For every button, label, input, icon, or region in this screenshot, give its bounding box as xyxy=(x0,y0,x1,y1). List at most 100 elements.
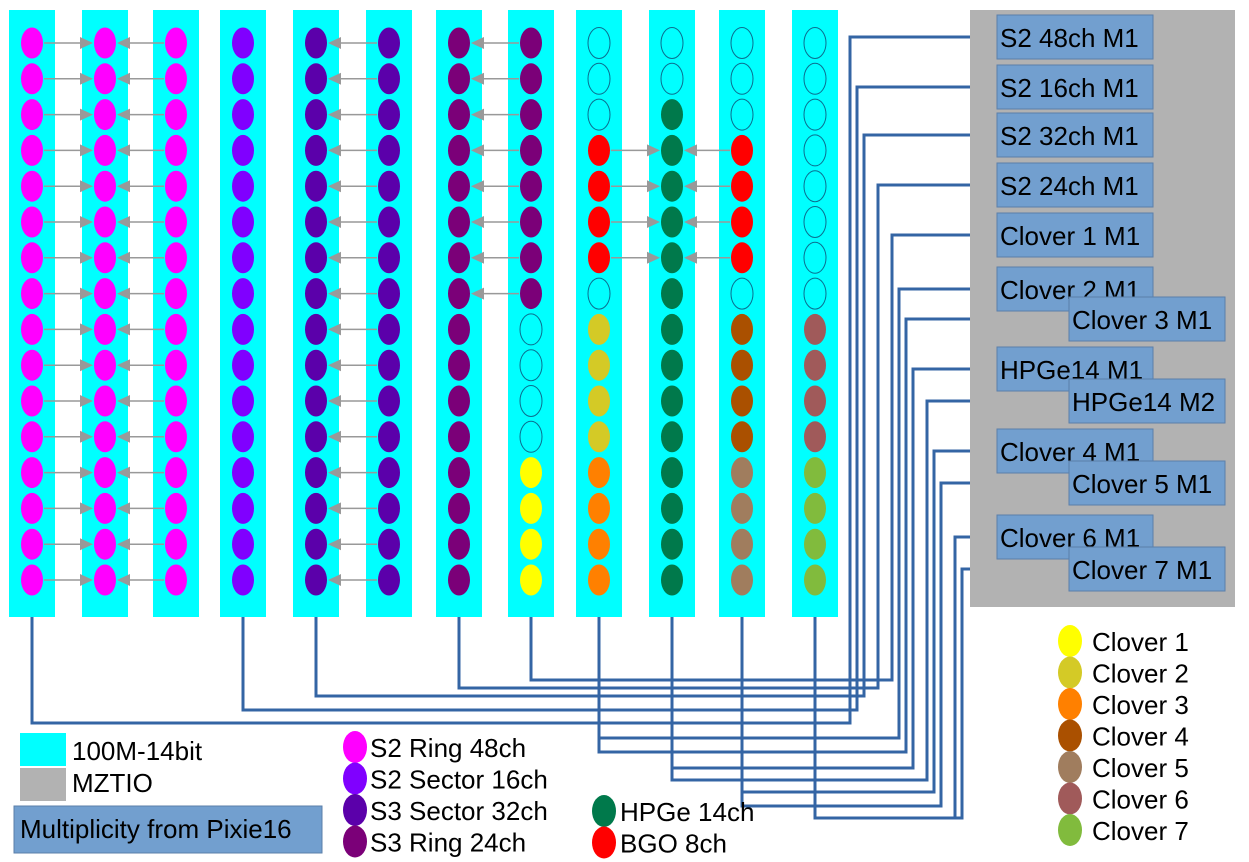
s3ring-channel xyxy=(448,170,470,202)
clover5-channel xyxy=(731,564,753,596)
clover4-channel xyxy=(731,421,753,453)
clover1-channel xyxy=(520,457,542,489)
s3sector-channel xyxy=(305,528,327,560)
arrow-head xyxy=(80,108,93,121)
s2ring-channel xyxy=(21,170,43,202)
arrow-head xyxy=(80,287,93,300)
empty-channel xyxy=(730,27,754,59)
arrow-head xyxy=(328,72,341,85)
s2ring-channel xyxy=(21,421,43,453)
s2ring-channel xyxy=(21,313,43,345)
empty-channel xyxy=(803,170,827,203)
clover2-channel xyxy=(588,349,610,381)
s3sector-channel xyxy=(305,349,327,381)
arrow-head xyxy=(117,538,130,551)
arrow-head xyxy=(328,108,341,121)
bgo-channel xyxy=(731,206,753,238)
empty-channel xyxy=(803,27,827,59)
clover5-channel xyxy=(731,528,753,560)
empty-channel xyxy=(519,349,543,382)
clover1-channel xyxy=(520,528,542,560)
clover6-channel xyxy=(804,385,826,417)
s3ring-channel xyxy=(520,134,542,166)
arrow-head xyxy=(117,395,130,407)
hpge-channel xyxy=(661,134,683,166)
s2ring-channel xyxy=(165,278,187,310)
clover4-channel xyxy=(731,313,753,345)
s3ring-channel xyxy=(520,27,542,59)
arrow-head xyxy=(328,574,341,586)
hpge-channel xyxy=(661,278,683,310)
bgo-channel xyxy=(731,242,753,274)
s2ring-channel xyxy=(94,63,116,95)
hpge-channel xyxy=(661,242,683,274)
s3sector-channel xyxy=(378,457,400,489)
s2ring-channel xyxy=(21,457,43,489)
clover3-channel xyxy=(588,492,610,524)
multiplicity-output-box xyxy=(996,14,1154,60)
s3ring-channel xyxy=(448,206,470,238)
s2ring-channel xyxy=(94,134,116,166)
s2sector-channel xyxy=(232,63,254,95)
s2sector-channel xyxy=(232,385,254,417)
s2ring-channel xyxy=(94,528,116,560)
multiplicity-output-box xyxy=(996,212,1154,258)
arrow-head xyxy=(80,359,93,372)
multiplicity-wire xyxy=(314,133,997,698)
s3sector-channel xyxy=(378,278,400,310)
empty-channel xyxy=(803,277,827,310)
s3sector-channel xyxy=(305,99,327,131)
arrow-head xyxy=(80,395,93,407)
arrow-head xyxy=(80,37,93,49)
s2sector-channel xyxy=(232,492,254,524)
legend-label: Clover 6 xyxy=(1092,785,1189,815)
legend-swatch xyxy=(343,794,367,826)
legend-label: Clover 2 xyxy=(1092,659,1189,689)
s3sector-channel xyxy=(378,385,400,417)
arrow-head xyxy=(80,216,93,228)
s3sector-channel xyxy=(378,421,400,453)
s2sector-channel xyxy=(232,313,254,345)
arrow-head xyxy=(647,251,660,264)
hpge-channel xyxy=(661,564,683,596)
legend-swatch-multiplicity xyxy=(13,805,323,854)
s3sector-channel xyxy=(305,421,327,453)
s3ring-channel xyxy=(520,242,542,274)
bgo-channel xyxy=(588,242,610,274)
clover6-channel xyxy=(804,349,826,381)
s2sector-channel xyxy=(232,27,254,59)
arrow-head xyxy=(471,108,484,121)
s2ring-channel xyxy=(21,99,43,131)
legend-swatch xyxy=(343,825,367,858)
arrow-head xyxy=(117,466,130,479)
arrow-head xyxy=(80,502,93,515)
arrow-head xyxy=(471,180,484,193)
s3ring-channel xyxy=(448,349,470,381)
s2sector-channel xyxy=(232,349,254,381)
s3ring-channel xyxy=(448,528,470,560)
arrow-head xyxy=(117,108,130,121)
s3ring-channel xyxy=(448,421,470,453)
multiplicity-output-label: S2 24ch M1 xyxy=(1000,171,1139,201)
empty-channel xyxy=(519,313,543,346)
multiplicity-output-box xyxy=(996,162,1154,208)
s3ring-channel xyxy=(448,313,470,345)
multiplicity-output-label: Clover 7 M1 xyxy=(1072,555,1212,585)
empty-channel xyxy=(730,277,754,310)
s2sector-channel xyxy=(232,457,254,489)
s2ring-channel xyxy=(94,385,116,417)
s2ring-channel xyxy=(21,349,43,381)
hpge-channel xyxy=(661,421,683,453)
legend-swatch xyxy=(592,795,616,827)
empty-channel xyxy=(803,98,827,131)
s2ring-channel xyxy=(21,278,43,310)
arrow-head xyxy=(684,144,697,157)
empty-channel xyxy=(519,385,543,417)
arrow-head xyxy=(328,216,341,228)
arrow-head xyxy=(117,251,130,264)
empty-channel xyxy=(519,420,543,453)
legend-swatch xyxy=(1058,719,1082,752)
empty-channel xyxy=(803,62,827,95)
arrow-head xyxy=(471,287,484,300)
